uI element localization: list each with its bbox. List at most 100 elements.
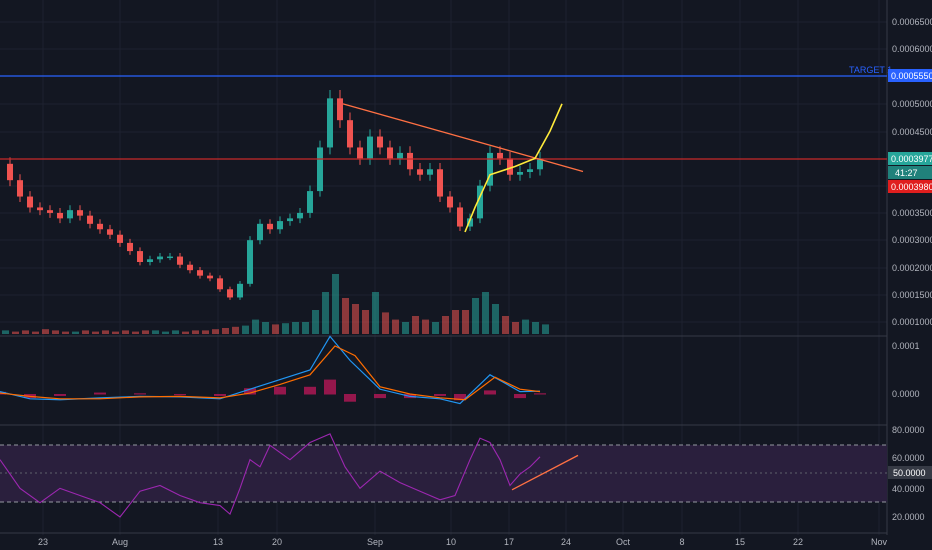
candle-body [467,218,473,227]
volume-bar [42,329,49,334]
candle-body [507,158,513,175]
candle-body [277,221,283,230]
candle-body [447,196,453,208]
drawing-overlays[interactable] [342,103,584,233]
countdown-badge [888,166,932,179]
volume-bar [2,330,9,334]
red-line-badge [888,180,932,193]
volume-bar [422,319,429,334]
candle-body [77,210,83,216]
candlesticks [7,90,543,300]
volume-bar [182,331,189,334]
volume-bar [382,312,389,334]
volume-bar [392,319,399,334]
candle-body [167,256,173,259]
time-label: 20 [272,537,282,547]
volume-bar [372,292,379,334]
macd-histogram-bar [244,388,256,395]
candle-body [67,210,73,219]
candle-body [527,169,533,172]
descending-trendline [342,103,584,173]
rsi-tick: 40.0000 [892,484,925,494]
price-tick: 0.0005000 [892,99,932,109]
volume-bar [12,331,19,334]
candle-body [327,98,333,148]
candle-body [387,147,393,159]
macd-histogram-bar [514,394,526,399]
time-label: Aug [112,537,128,547]
price-tick: 0.0002000 [892,263,932,273]
candle-body [417,169,423,175]
time-axis[interactable]: 23 Aug 13 20 Sep 10 17 24 Oct 8 15 22 No… [38,537,888,547]
candle-body [57,212,63,219]
rsi-current-badge [888,466,932,479]
macd-histogram-bar [484,390,496,395]
candle-body [127,242,133,252]
red-line-price: 0.0003980 [891,182,932,192]
candle-body [157,256,163,260]
candle-body [177,256,183,265]
current-price-badge [888,152,932,165]
volume-bar [242,325,249,334]
volume-bar [192,330,199,334]
volume-bar [92,331,99,334]
candle-body [107,229,113,235]
price-tick: 0.0006500 [892,17,932,27]
candle-body [27,196,33,208]
macd-histogram-bar [324,379,336,395]
target-label[interactable]: TARGET 1 [849,65,892,75]
candle-body [407,152,413,170]
candle-body [217,278,223,290]
time-label: 22 [793,537,803,547]
price-tick: 0.0001000 [892,317,932,327]
time-label: 10 [446,537,456,547]
macd-indicator [0,335,546,405]
volume-bar [272,324,279,334]
price-tick: 0.0006000 [892,44,932,54]
volume-bar [312,310,319,334]
volume-bar [172,330,179,334]
time-label: Oct [616,537,631,547]
volume-bar [262,322,269,334]
candle-body [487,152,493,186]
candle-body [457,207,463,227]
time-label: 15 [735,537,745,547]
price-axis[interactable]: 0.0006500 0.0006000 0.0005000 0.0004500 … [892,17,932,327]
volume-bar [522,319,529,334]
volume-bar [72,331,79,334]
candle-body [227,289,233,298]
price-tick: 0.0004500 [892,127,932,137]
volume-bar [162,331,169,334]
volume-bar [342,298,349,334]
volume-bar [292,322,299,334]
volume-bar [322,292,329,334]
volume-bar [142,330,149,334]
volume-bar [512,322,519,334]
candle-body [307,191,313,213]
signal-line [0,345,541,401]
volume-bar [122,330,129,334]
macd-axis[interactable]: 0.0001 0.0000 [892,341,920,399]
volume-bar [542,324,549,334]
rsi-axis[interactable]: 80.0000 60.0000 40.0000 20.0000 [892,425,925,522]
projection-curve [464,103,563,233]
rsi-tick: 60.0000 [892,453,925,463]
candle-body [537,158,543,170]
rsi-current: 50.0000 [893,468,926,478]
rsi-indicator [0,433,579,518]
candle-body [427,169,433,175]
volume-bar [222,328,229,334]
candle-body [117,234,123,243]
time-label: 8 [679,537,684,547]
volume-bar [152,330,159,334]
candle-body [517,172,523,175]
rsi-tick: 80.0000 [892,425,925,435]
countdown: 41:27 [895,168,918,178]
candle-body [97,223,103,230]
rsi-trendline [511,454,579,491]
candle-body [137,251,143,262]
macd-histogram-bar [94,392,106,395]
volume-bar [102,330,109,334]
volume-bar [32,331,39,334]
